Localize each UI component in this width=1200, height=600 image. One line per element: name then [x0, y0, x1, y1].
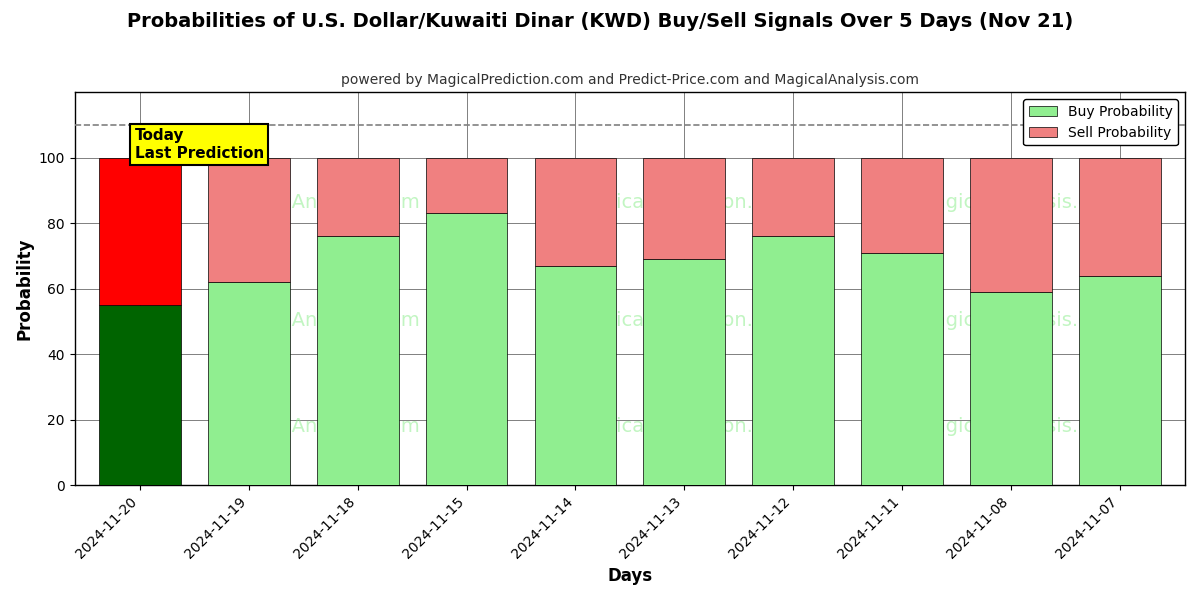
Text: MagicalPrediction.com: MagicalPrediction.com [576, 311, 796, 329]
Text: MagicalPrediction.com: MagicalPrediction.com [576, 416, 796, 436]
Text: MagicalAnalysis.com: MagicalAnalysis.com [917, 416, 1120, 436]
Bar [426, 214, 508, 485]
Bar [426, 158, 508, 214]
Text: MagicalAnalysis.com: MagicalAnalysis.com [917, 193, 1120, 212]
Text: Today
Last Prediction: Today Last Prediction [134, 128, 264, 161]
Bar [970, 292, 1051, 485]
Bar [1079, 275, 1160, 485]
Text: MagicalPrediction.com: MagicalPrediction.com [576, 193, 796, 212]
Bar [534, 266, 617, 485]
Bar [208, 158, 289, 282]
Bar [643, 259, 725, 485]
Bar [752, 158, 834, 236]
X-axis label: Days: Days [607, 567, 653, 585]
Bar [317, 158, 398, 236]
Bar [862, 253, 943, 485]
Text: MagicalAnalysis.com: MagicalAnalysis.com [217, 193, 420, 212]
Bar [100, 158, 181, 305]
Text: MagicalAnalysis.com: MagicalAnalysis.com [217, 311, 420, 329]
Title: powered by MagicalPrediction.com and Predict-Price.com and MagicalAnalysis.com: powered by MagicalPrediction.com and Pre… [341, 73, 919, 87]
Text: MagicalAnalysis.com: MagicalAnalysis.com [217, 416, 420, 436]
Y-axis label: Probability: Probability [16, 238, 34, 340]
Text: Probabilities of U.S. Dollar/Kuwaiti Dinar (KWD) Buy/Sell Signals Over 5 Days (N: Probabilities of U.S. Dollar/Kuwaiti Din… [127, 12, 1073, 31]
Bar [970, 158, 1051, 292]
Bar [317, 236, 398, 485]
Bar [1079, 158, 1160, 275]
Bar [862, 158, 943, 253]
Legend: Buy Probability, Sell Probability: Buy Probability, Sell Probability [1024, 99, 1178, 145]
Bar [534, 158, 617, 266]
Bar [752, 236, 834, 485]
Bar [643, 158, 725, 259]
Bar [208, 282, 289, 485]
Bar [100, 305, 181, 485]
Text: MagicalAnalysis.com: MagicalAnalysis.com [917, 311, 1120, 329]
